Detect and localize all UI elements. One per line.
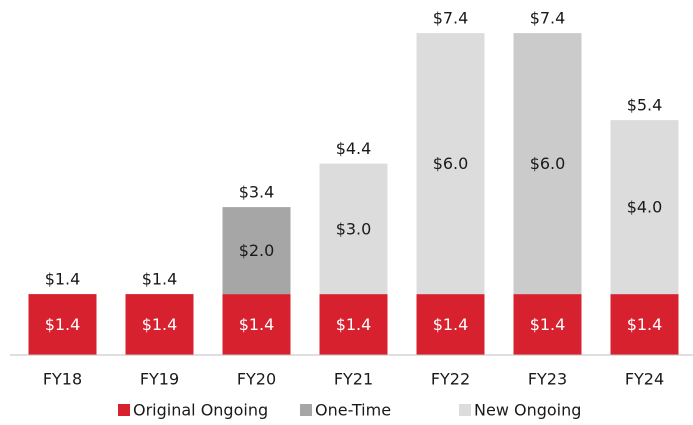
value-label: $1.4 [239, 315, 275, 334]
x-tick-label: FY22 [431, 370, 470, 389]
x-tick-label: FY20 [237, 370, 276, 389]
value-label: $4.0 [627, 198, 663, 217]
value-label: $1.4 [627, 315, 663, 334]
total-label: $3.4 [239, 183, 275, 202]
total-label: $5.4 [627, 96, 663, 115]
bar-segment [610, 120, 679, 295]
value-label: $6.0 [530, 154, 566, 173]
bar-segment [222, 207, 291, 295]
x-tick-label: FY24 [625, 370, 664, 389]
bar-segment [610, 294, 679, 355]
bar-segment [416, 33, 485, 295]
x-tick-label: FY18 [43, 370, 82, 389]
total-label: $4.4 [336, 139, 372, 158]
bar-segment [319, 163, 388, 295]
value-label: $2.0 [239, 241, 275, 260]
bar-segment [28, 294, 97, 355]
bar-segment [513, 33, 582, 295]
legend-label: New Ongoing [474, 401, 581, 420]
value-label: $1.4 [433, 315, 469, 334]
bar-segment [319, 294, 388, 355]
x-tick-label: FY19 [140, 370, 179, 389]
x-tick-label: FY21 [334, 370, 373, 389]
bar-segment [513, 294, 582, 355]
bar-segment [125, 294, 194, 355]
legend-label: Original Ongoing [133, 401, 268, 420]
bar-segment [416, 294, 485, 355]
total-label: $1.4 [45, 270, 81, 289]
value-label: $1.4 [530, 315, 566, 334]
value-label: $1.4 [336, 315, 372, 334]
value-label: $1.4 [142, 315, 178, 334]
legend-swatch [118, 404, 130, 416]
x-tick-label: FY23 [528, 370, 567, 389]
total-label: $7.4 [530, 9, 566, 28]
value-label: $1.4 [45, 315, 81, 334]
total-label: $1.4 [142, 270, 178, 289]
value-label: $6.0 [433, 154, 469, 173]
bar-segment [222, 294, 291, 355]
value-label: $3.0 [336, 219, 372, 238]
legend-swatch [300, 404, 312, 416]
legend-label: One-Time [315, 401, 391, 420]
legend-swatch [459, 404, 471, 416]
total-label: $7.4 [433, 9, 469, 28]
